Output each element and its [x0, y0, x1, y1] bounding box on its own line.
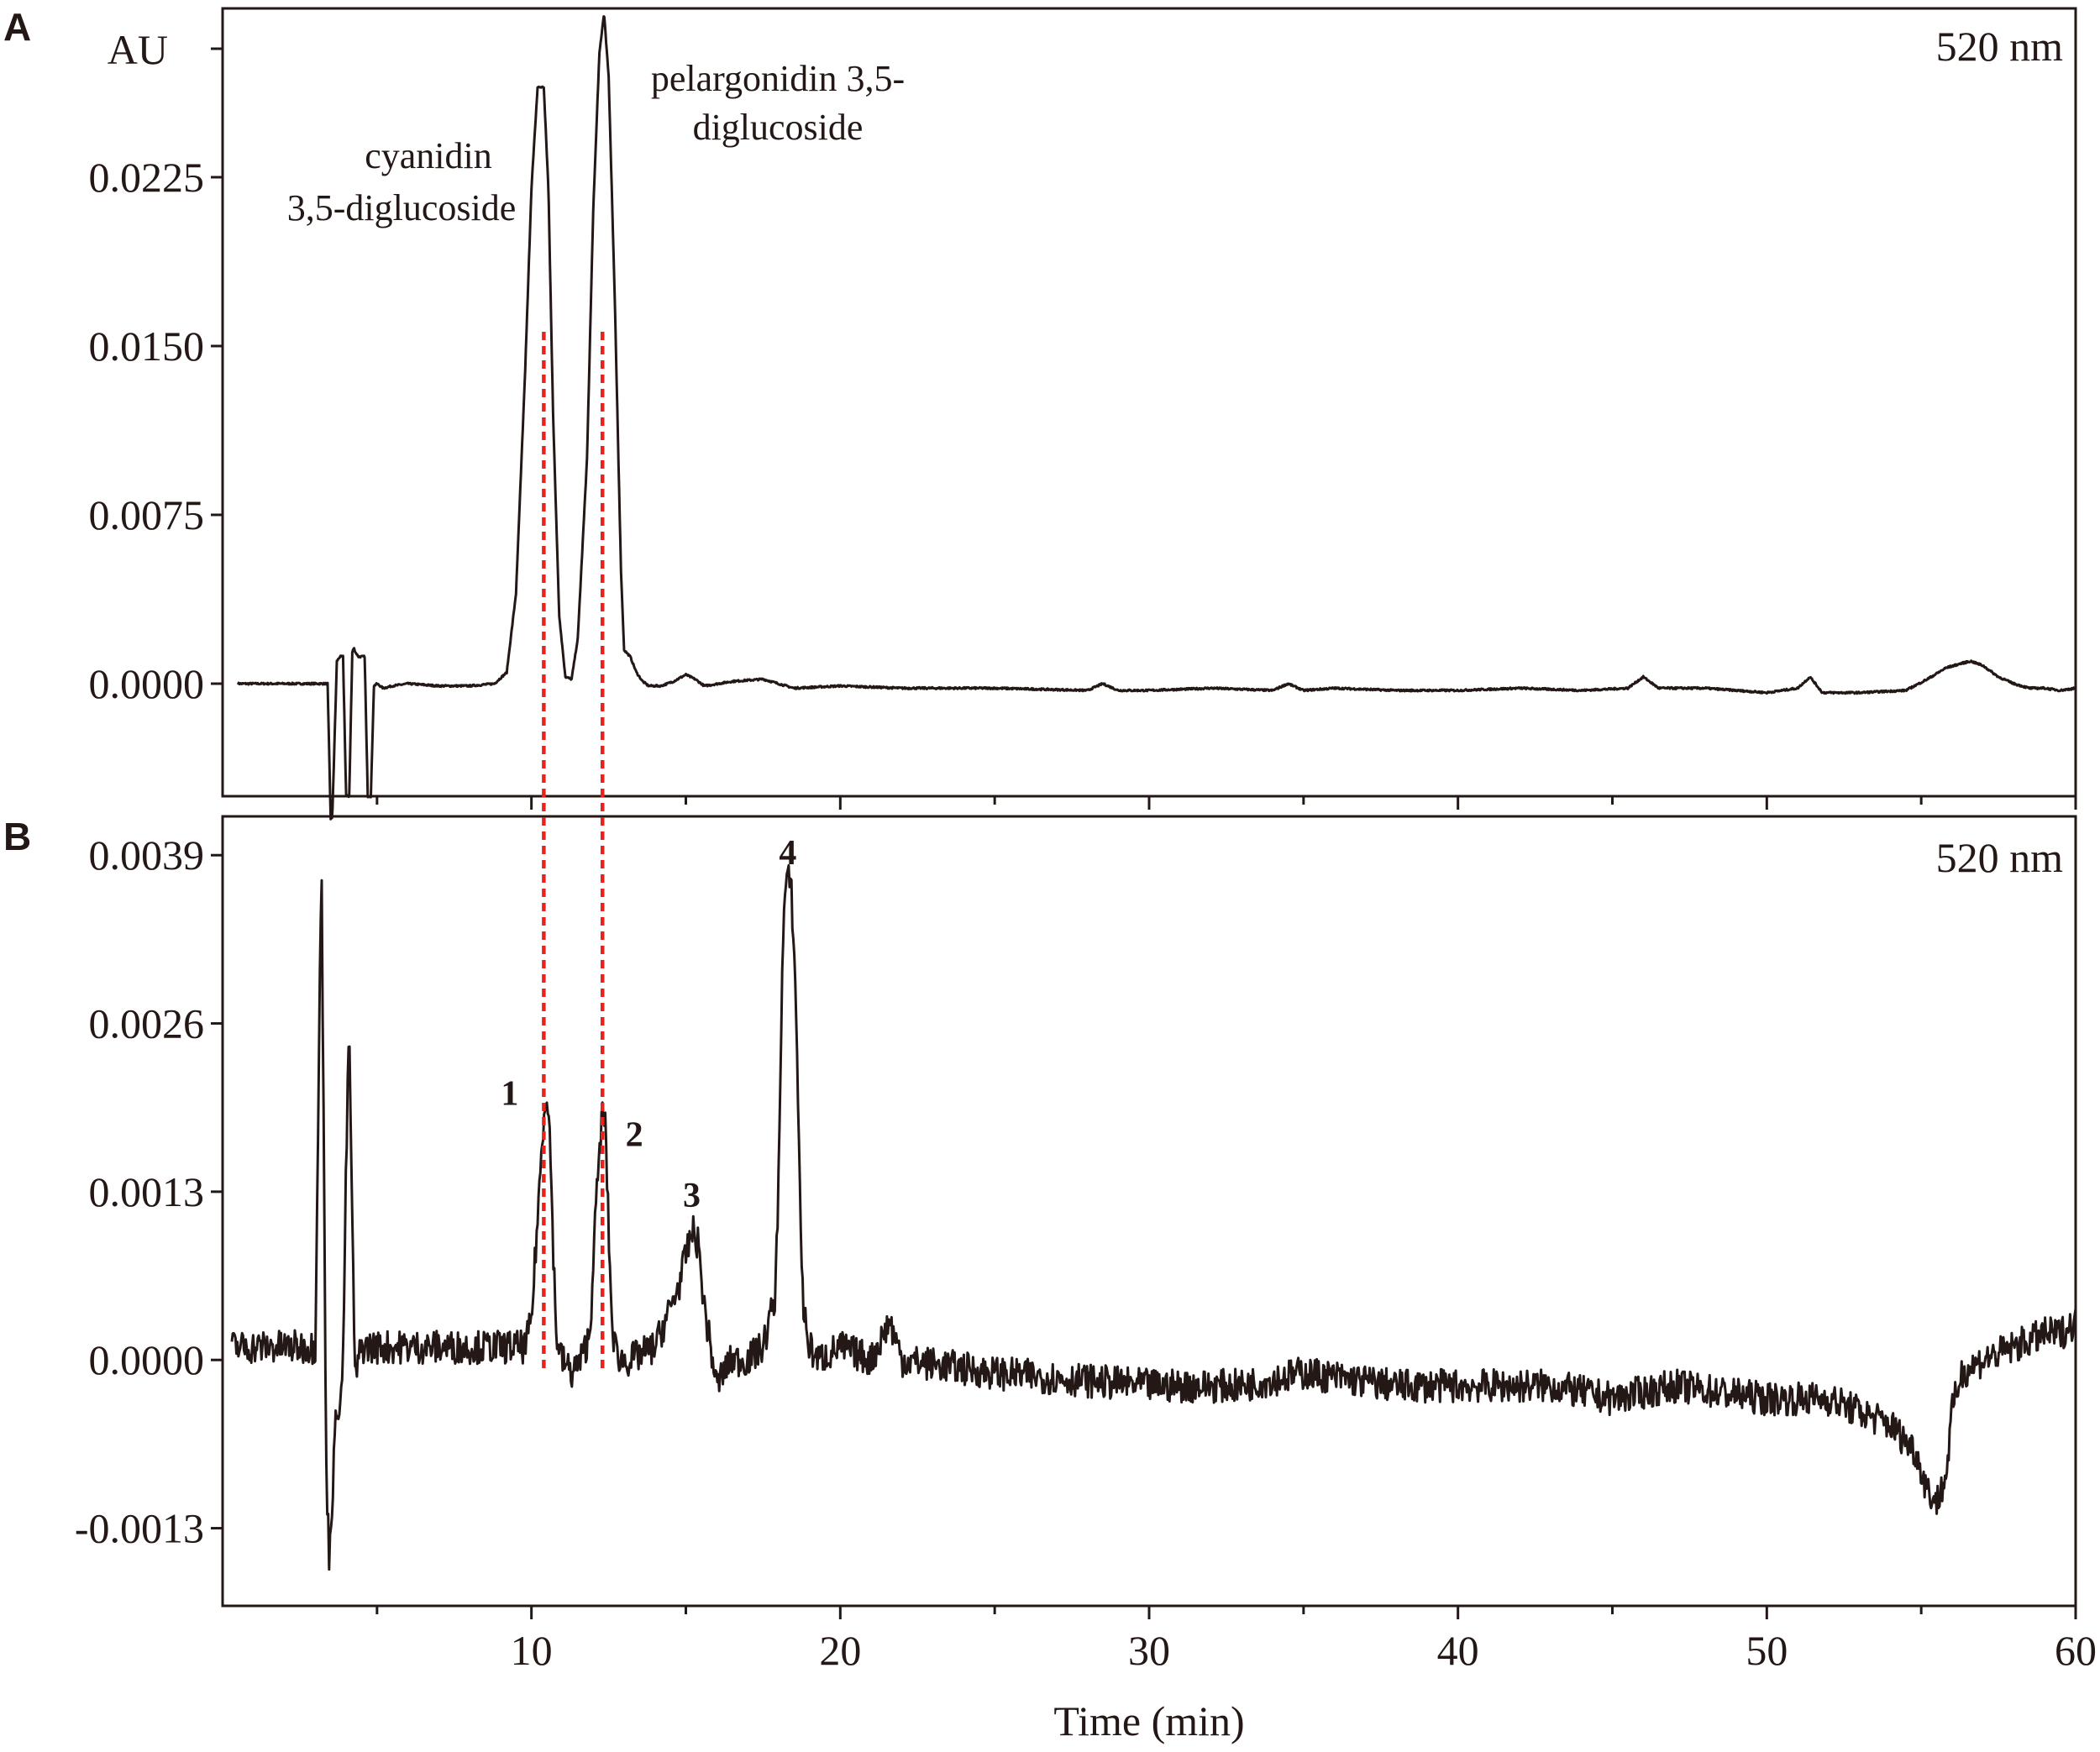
annotation-pelargonidin: pelargonidin 3,5- diglucoside	[651, 58, 905, 148]
panel-a-chromatogram-trace	[236, 15, 2076, 821]
panel-b-frame	[221, 815, 2077, 1608]
annotation-pelargonidin-line-1: pelargonidin 3,5-	[651, 58, 905, 99]
panel-b-sample: B 520 nm -0.0013 0.0000 0.0013 0.0026 0.0039…	[3, 815, 2097, 1744]
x-axis-title: Time (min)	[1053, 1697, 1244, 1744]
panel-a-y-tick-label: 0.0150	[89, 323, 205, 370]
peak-label-4: 4	[779, 834, 796, 873]
panel-b-peak-labels: 1 2 3 4	[501, 834, 796, 1215]
panel-b-y-tick-label: 0.0026	[89, 1000, 205, 1047]
panel-b-x-tick-label: 40	[1437, 1627, 1479, 1674]
peak-label-1: 1	[501, 1075, 518, 1114]
panel-b-y-ticks: -0.0013 0.0000 0.0013 0.0026 0.0039	[75, 831, 223, 1552]
panel-b-x-tick-label: 20	[819, 1627, 861, 1674]
panel-b-x-tick-label: 50	[1746, 1627, 1788, 1674]
panel-b-chromatogram-trace	[230, 863, 2077, 1571]
peak-label-2: 2	[626, 1115, 643, 1154]
panel-b-wavelength-label: 520 nm	[1936, 834, 2064, 881]
panel-b-x-tick-label: 60	[2055, 1627, 2097, 1674]
annotation-cyanidin: cyanidin 3,5-diglucoside	[287, 135, 517, 228]
panel-b-x-tick-label: 10	[511, 1627, 553, 1674]
panel-b-y-tick-label: -0.0013	[75, 1505, 204, 1552]
annotation-cyanidin-line-1: cyanidin	[365, 135, 492, 176]
panel-b-y-tick-label: 0.0039	[89, 831, 205, 879]
panel-b-x-ticks: 10 20 30 40 50 60	[375, 1606, 2097, 1674]
panel-a-y-ticks: 0.0000 0.0075 0.0150 0.0225	[89, 47, 223, 707]
panel-a-y-tick-label: 0.0000	[89, 660, 205, 707]
panel-a-wavelength-label: 520 nm	[1936, 23, 2064, 70]
panel-a-y-tick-label: 0.0075	[89, 491, 205, 538]
panel-a-letter: A	[3, 5, 31, 49]
panel-b-y-tick-label: 0.0000	[89, 1336, 205, 1383]
annotation-pelargonidin-line-2: diglucoside	[693, 107, 864, 148]
annotation-cyanidin-line-2: 3,5-diglucoside	[287, 187, 517, 228]
panel-b-y-tick-label: 0.0013	[89, 1168, 205, 1215]
retention-time-guide-lines	[542, 332, 605, 1369]
panel-a-x-ticks	[375, 796, 2077, 810]
panel-b-letter: B	[3, 815, 31, 858]
panel-a-cyanidin-standards: A AU 520 nm 0.0000 0.0075 0.0150 0.0225 cya…	[3, 5, 2077, 821]
panel-a-y-axis-unit: AU	[108, 26, 168, 73]
panel-a-y-tick-label: 0.0225	[89, 154, 205, 201]
peak-label-3: 3	[683, 1177, 701, 1215]
panel-b-x-tick-label: 30	[1128, 1627, 1170, 1674]
